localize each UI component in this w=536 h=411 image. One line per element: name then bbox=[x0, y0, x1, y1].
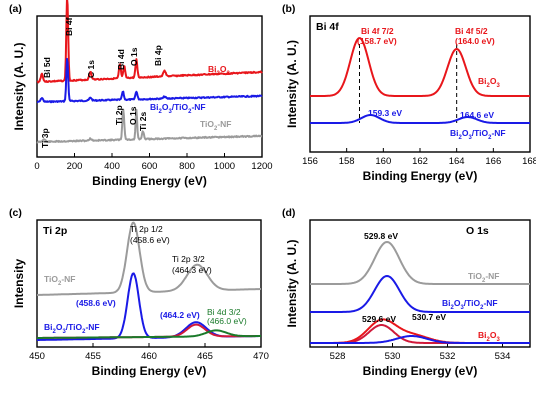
x-tick-label: 528 bbox=[330, 351, 346, 362]
legend-label-bi2o3-tio2nf: Bi2O3/TiO2-NF bbox=[44, 322, 100, 335]
x-tick-label: 800 bbox=[179, 161, 195, 172]
x-tick-label: 168 bbox=[522, 156, 536, 167]
peak-label: Ti 2s bbox=[138, 112, 148, 131]
annotation: (458.6 eV) bbox=[130, 235, 170, 245]
x-tick-label: 455 bbox=[85, 351, 101, 362]
legend-label-bi2o3-tio2nf: Bi2O3/TiO2-NF bbox=[442, 298, 498, 311]
peak-label: Ti 3p bbox=[40, 128, 50, 148]
peak-label: O 1s bbox=[129, 47, 139, 66]
panel-label: (a) bbox=[9, 3, 22, 15]
fit-line-bi4d bbox=[37, 329, 261, 339]
y-axis-label: Intensity (A. U.) bbox=[285, 239, 299, 327]
x-tick-label: 530 bbox=[385, 351, 401, 362]
panel-label: (b) bbox=[282, 3, 295, 15]
legend-label-bi2o3: Bi2O3 bbox=[208, 64, 230, 77]
peak-label: Bi 4d bbox=[116, 49, 126, 70]
fit-line-surface-oxygen bbox=[310, 335, 530, 344]
x-tick-label: 400 bbox=[104, 161, 120, 172]
x-tick-label: 164 bbox=[449, 156, 465, 167]
annotation: 164.6 eV bbox=[460, 110, 494, 120]
peak-label: Bi 4f bbox=[64, 17, 74, 36]
x-tick-label: 470 bbox=[253, 351, 269, 362]
y-axis-label: Intensity bbox=[12, 259, 26, 309]
x-tick-label: 156 bbox=[302, 156, 318, 167]
x-tick-label: 162 bbox=[412, 156, 428, 167]
series-line-bi2o3 bbox=[36, 0, 263, 84]
series-line-bi2o3 bbox=[310, 37, 530, 97]
x-tick-label: 1200 bbox=[251, 161, 272, 172]
series-line-bi2o3-tio2nf bbox=[36, 57, 263, 104]
legend-label-tio2nf: TiO2-NF bbox=[200, 119, 232, 132]
annotation: (464.2 eV) bbox=[160, 310, 200, 320]
x-tick-label: 0 bbox=[34, 161, 39, 172]
annotation: 530.7 eV bbox=[412, 312, 446, 322]
annotation: 159.3 eV bbox=[368, 108, 402, 118]
legend-label-tio2nf: TiO2-NF bbox=[468, 271, 500, 284]
y-axis-label: Intensity (A. U.) bbox=[285, 40, 299, 128]
series-line-tio2nf bbox=[310, 241, 530, 285]
annotation: Bi 4f 7/2 bbox=[361, 26, 394, 36]
peak-label: Ti 2p bbox=[114, 105, 124, 125]
x-tick-label: 158 bbox=[339, 156, 355, 167]
legend-label-tio2nf: TiO2-NF bbox=[44, 274, 76, 287]
legend-label-bi2o3: Bi2O3 bbox=[478, 76, 500, 89]
peak-label: C 1s bbox=[86, 60, 96, 78]
x-tick-label: 166 bbox=[485, 156, 501, 167]
legend-label-bi2o3-tio2nf: Bi2O3/TiO2-NF bbox=[150, 102, 206, 115]
x-axis-label: Binding Energy (eV) bbox=[363, 364, 478, 378]
annotation: Bi 4d 3/2 bbox=[207, 307, 241, 317]
annotation: 529.6 eV bbox=[362, 314, 396, 324]
peak-label: Bi 4p bbox=[153, 45, 163, 66]
x-tick-label: 534 bbox=[495, 351, 511, 362]
annotation: (158.7 eV) bbox=[357, 36, 397, 46]
legend-label-bi2o3-tio2nf: Bi2O3/TiO2-NF bbox=[450, 128, 506, 141]
x-tick-label: 600 bbox=[142, 161, 158, 172]
x-tick-label: 200 bbox=[67, 161, 83, 172]
x-tick-label: 160 bbox=[375, 156, 391, 167]
x-tick-label: 1000 bbox=[214, 161, 235, 172]
panel-label: (d) bbox=[282, 207, 295, 219]
annotation: (466.0 eV) bbox=[207, 316, 247, 326]
annotation: Ti 2p 1/2 bbox=[130, 224, 163, 234]
x-axis-label: Binding Energy (eV) bbox=[92, 364, 207, 378]
y-axis-label: Intensity (A. U.) bbox=[12, 42, 26, 130]
x-axis-label: Binding Energy (eV) bbox=[363, 169, 478, 183]
series-line-tio2nf bbox=[36, 108, 263, 144]
annotation: (164.0 eV) bbox=[455, 36, 495, 46]
peak-label: O 1s bbox=[128, 106, 138, 125]
series-line-bi2o3-tio2nf bbox=[310, 114, 530, 124]
panel-title: Ti 2p bbox=[43, 225, 67, 237]
panel-title: Bi 4f bbox=[316, 21, 339, 33]
series-line-bi2o3-tio2nf bbox=[310, 275, 530, 313]
annotation: (458.6 eV) bbox=[76, 298, 116, 308]
legend-label-bi2o3: Bi2O3 bbox=[478, 330, 500, 343]
annotation: Ti 2p 3/2 bbox=[172, 254, 205, 264]
peak-label: Bi 5d bbox=[42, 57, 52, 78]
panel-title: O 1s bbox=[466, 225, 489, 237]
annotation: (464.3 eV) bbox=[172, 265, 212, 275]
x-axis-label: Binding Energy (eV) bbox=[92, 174, 207, 188]
x-tick-label: 532 bbox=[440, 351, 456, 362]
x-tick-label: 450 bbox=[29, 351, 45, 362]
annotation: Bi 4f 5/2 bbox=[455, 26, 488, 36]
x-tick-label: 460 bbox=[141, 351, 157, 362]
panel-label: (c) bbox=[9, 207, 22, 219]
annotation: 529.8 eV bbox=[364, 231, 398, 241]
x-tick-label: 465 bbox=[197, 351, 213, 362]
series-line-tio2nf bbox=[37, 221, 261, 296]
